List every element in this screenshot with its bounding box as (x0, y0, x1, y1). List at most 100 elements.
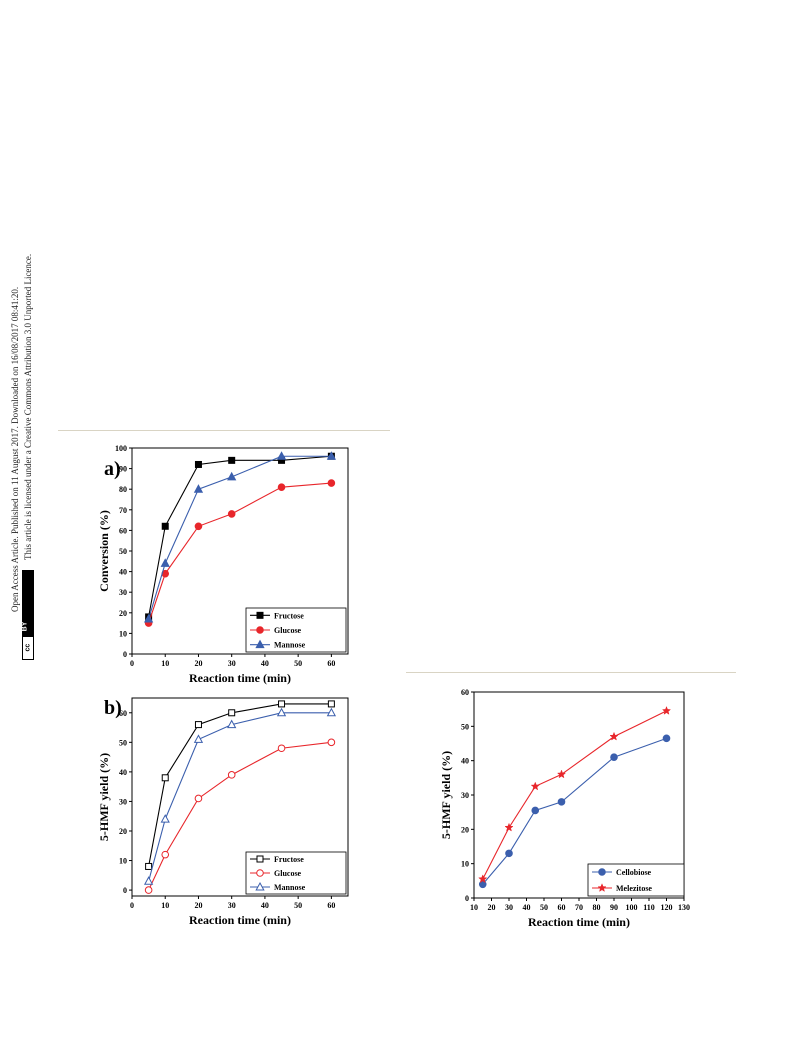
x-axis-label: Reaction time (min) (189, 671, 291, 685)
x-tick-label: 0 (130, 659, 134, 668)
data-point (143, 613, 154, 623)
x-tick-label: 90 (610, 903, 618, 912)
series-mannose (143, 451, 337, 623)
y-tick-label: 100 (115, 444, 127, 453)
data-point (143, 876, 154, 885)
series-fructose (145, 700, 335, 870)
plot-frame (131, 697, 349, 897)
x-tick-label: 110 (643, 903, 655, 912)
data-point (505, 849, 513, 858)
x-tick-label: 50 (294, 659, 302, 668)
series-cellobiose (478, 734, 671, 889)
x-tick-label: 20 (194, 901, 202, 910)
panel-label: b) (104, 697, 122, 719)
data-point (160, 558, 170, 567)
series-line (148, 712, 332, 882)
data-point (194, 721, 202, 729)
data-point (161, 850, 170, 859)
data-point (531, 806, 540, 815)
y-tick-label: 10 (119, 629, 127, 638)
series-line (148, 741, 332, 891)
data-point (276, 707, 287, 717)
x-axis-label: Reaction time (min) (189, 913, 291, 927)
legend-marker (256, 869, 264, 877)
open-access-note: Open Access Article. Published on 11 Aug… (10, 286, 20, 612)
data-point (227, 510, 236, 518)
legend-label: Melezitose (616, 884, 652, 893)
cc-icon: cc (23, 637, 33, 659)
y-tick-label: 60 (461, 688, 469, 697)
data-point (276, 451, 287, 460)
by-icon: BY (21, 573, 33, 633)
y-tick-label: 10 (119, 857, 127, 866)
y-axis-label: 5-HMF yield (%) (97, 753, 111, 841)
panel-label: a) (104, 458, 121, 480)
series-line (148, 703, 332, 867)
y-tick-label: 30 (119, 588, 127, 597)
x-tick-label: 80 (593, 903, 601, 912)
legend-marker (255, 639, 265, 649)
y-axis-label: Conversion (%) (97, 510, 111, 592)
y-tick-label: 40 (119, 768, 127, 777)
data-point (327, 738, 336, 747)
y-tick-label: 50 (119, 547, 127, 556)
x-tick-label: 0 (130, 901, 134, 910)
data-point (661, 705, 672, 715)
data-point (227, 771, 236, 779)
y-tick-label: 40 (461, 757, 469, 766)
legend-marker (598, 868, 606, 876)
badge-cc-text: cc (24, 643, 32, 652)
data-point (160, 814, 170, 823)
data-point (530, 781, 540, 791)
legend: Fructose Glucose Mannose (245, 607, 347, 653)
data-point (194, 522, 203, 531)
x-tick-label: 60 (327, 659, 335, 668)
y-tick-label: 90 (119, 465, 127, 474)
data-point (609, 731, 619, 741)
legend-label: Fructose (274, 611, 304, 620)
divider-right (406, 672, 736, 673)
series-line (482, 737, 667, 885)
badge-by-text: BY (21, 621, 29, 632)
y-tick-label: 30 (119, 797, 127, 806)
legend-label: Cellobiose (616, 868, 652, 877)
series-line (148, 482, 332, 624)
series-line (148, 455, 332, 620)
y-tick-label: 50 (461, 722, 469, 731)
y-tick-label: 60 (119, 709, 127, 718)
y-tick-label: 30 (461, 791, 469, 800)
x-tick-label: 40 (261, 659, 269, 668)
series-glucose (144, 738, 336, 894)
data-point (228, 456, 236, 464)
data-point (557, 798, 566, 806)
series-line (148, 455, 332, 618)
x-tick-label: 100 (626, 903, 638, 912)
x-tick-label: 50 (294, 901, 302, 910)
series-melezitose (478, 705, 672, 884)
y-tick-label: 0 (465, 894, 469, 903)
legend: Cellobiose Melezitose (587, 863, 685, 897)
data-point (326, 707, 337, 717)
y-tick-label: 20 (119, 609, 127, 618)
y-tick-label: 0 (123, 886, 127, 895)
x-tick-label: 40 (261, 901, 269, 910)
data-point (662, 734, 671, 743)
data-point (228, 709, 236, 717)
data-point (227, 471, 237, 481)
data-point (193, 484, 204, 493)
series-fructose (145, 452, 335, 621)
x-tick-label: 30 (228, 659, 236, 668)
cc-by-badge[interactable]: BY cc (21, 570, 34, 660)
data-point (144, 886, 153, 894)
data-point (227, 719, 237, 729)
y-tick-label: 80 (119, 485, 127, 494)
y-tick-label: 20 (461, 825, 469, 834)
legend-marker (256, 611, 264, 619)
data-point (161, 522, 169, 530)
y-tick-label: 0 (123, 650, 127, 659)
legend: Fructose Glucose Mannose (245, 851, 347, 895)
y-tick-label: 10 (461, 860, 469, 869)
data-point (326, 451, 337, 460)
data-point (161, 774, 169, 782)
legend-marker (256, 626, 264, 634)
